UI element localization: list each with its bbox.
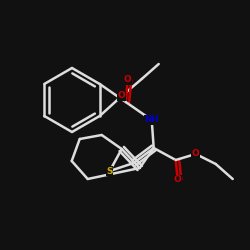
Text: S: S bbox=[106, 166, 113, 175]
Text: O: O bbox=[174, 176, 182, 184]
Text: O: O bbox=[124, 76, 132, 84]
Text: O: O bbox=[192, 150, 200, 158]
Text: NH: NH bbox=[144, 116, 159, 124]
Text: O: O bbox=[118, 92, 126, 100]
